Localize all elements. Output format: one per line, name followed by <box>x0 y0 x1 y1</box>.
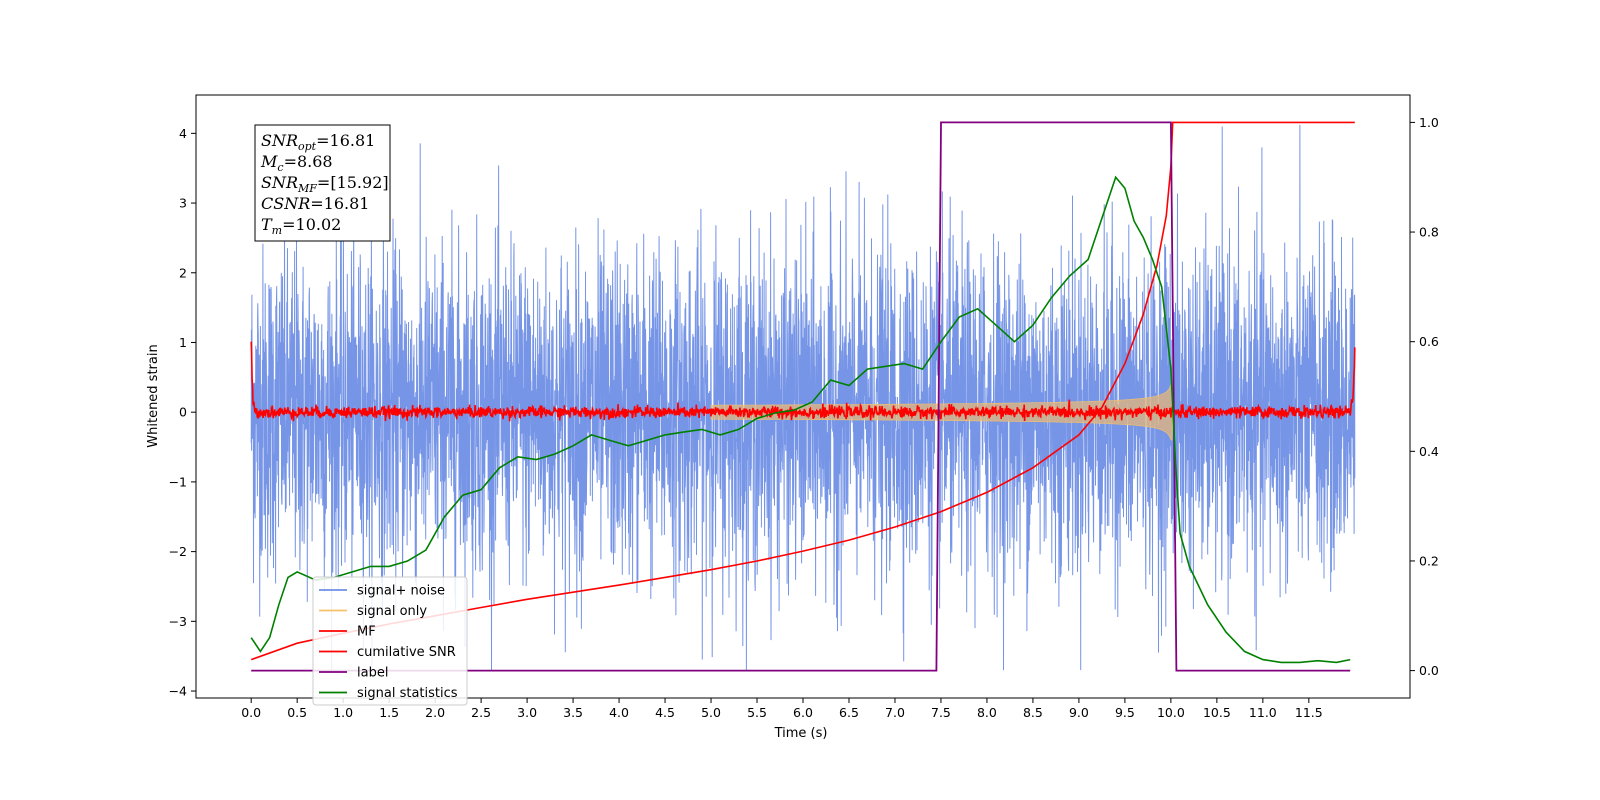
legend-box <box>312 576 468 706</box>
x-tick-label: 0.5 <box>287 705 307 720</box>
y-axis-label: Whitened strain <box>146 344 161 447</box>
y-tick-label: 3 <box>179 196 187 211</box>
legend-entry: signal only <box>357 604 427 619</box>
legend-entry: MF <box>357 625 376 640</box>
y2-tick-label: 0.0 <box>1419 663 1439 678</box>
x-axis-label: Time (s) <box>774 726 828 741</box>
x-tick-label: 11.5 <box>1295 705 1323 720</box>
x-tick-label: 10.5 <box>1203 705 1231 720</box>
x-tick-label: 9.0 <box>1069 705 1089 720</box>
y2-tick-label: 0.8 <box>1419 225 1439 240</box>
series-signal-statistics <box>250 175 1351 664</box>
annotation-line: Tm=10.02 <box>261 215 341 237</box>
annotation-line: SNRMF=[15.92] <box>261 173 389 195</box>
y-tick-label: 0 <box>179 405 187 420</box>
y-tick-label: 4 <box>179 126 187 141</box>
x-tick-label: 5.5 <box>747 705 767 720</box>
x-tick-label: 4.5 <box>655 705 675 720</box>
y2-tick-label: 0.4 <box>1419 444 1439 459</box>
x-tick-label: 1.5 <box>379 705 399 720</box>
y-axis-left: 4 3 2 1 0 −1 −2 −3 −4 <box>169 126 196 699</box>
annotation-box <box>254 124 391 242</box>
x-axis: 0.0 0.5 1.0 1.5 2.0 2.5 3.0 3.5 4.0 4.5 5.0 5.5 6.0 6… <box>241 698 1323 720</box>
x-tick-label: 5.0 <box>701 705 721 720</box>
legend: signal+ noise signal only MF cumilative SNR… <box>312 576 468 706</box>
x-tick-label: 8.0 <box>977 705 997 720</box>
y-tick-label: 1 <box>179 335 187 350</box>
y2-tick-label: 1.0 <box>1419 115 1439 130</box>
y-tick-label: 2 <box>179 265 187 280</box>
x-tick-label: 2.0 <box>425 705 445 720</box>
legend-entry: signal+ noise <box>357 584 445 599</box>
x-tick-label: 9.5 <box>1115 705 1135 720</box>
series-label <box>251 121 1351 672</box>
x-tick-label: 3.0 <box>517 705 537 720</box>
annotation-line: Mc=8.68 <box>260 152 333 174</box>
x-tick-label: 0.0 <box>241 705 261 720</box>
y-tick-label: −2 <box>169 544 187 559</box>
series-mf <box>250 341 1356 422</box>
x-tick-label: 1.0 <box>333 705 353 720</box>
annotation-line: CSNR=16.81 <box>261 194 369 213</box>
x-tick-label: 11.0 <box>1249 705 1277 720</box>
y-tick-label: −4 <box>169 684 187 699</box>
x-tick-label: 4.0 <box>609 705 629 720</box>
y2-tick-label: 0.6 <box>1419 334 1439 349</box>
x-tick-label: 6.5 <box>839 705 859 720</box>
y-axis-right: 1.0 0.8 0.6 0.4 0.2 0.0 <box>1410 115 1439 678</box>
x-tick-label: 2.5 <box>471 705 491 720</box>
y-tick-label: −3 <box>169 614 187 629</box>
y2-tick-label: 0.2 <box>1419 553 1439 568</box>
x-tick-label: 8.5 <box>1023 705 1043 720</box>
legend-entry: cumilative SNR <box>357 645 456 660</box>
y-tick-label: −1 <box>169 474 187 489</box>
stats-annotation: SNRopt=16.81Mc=8.68SNRMF=[15.92]CSNR=16.… <box>254 124 391 242</box>
legend-entry: label <box>357 666 388 681</box>
x-tick-label: 7.0 <box>885 705 905 720</box>
x-tick-label: 6.0 <box>793 705 813 720</box>
legend-entry: signal statistics <box>357 686 458 701</box>
annotation-line: SNRopt=16.81 <box>261 131 375 153</box>
x-tick-label: 10.0 <box>1157 705 1185 720</box>
x-tick-label: 3.5 <box>563 705 583 720</box>
x-tick-label: 7.5 <box>931 705 951 720</box>
